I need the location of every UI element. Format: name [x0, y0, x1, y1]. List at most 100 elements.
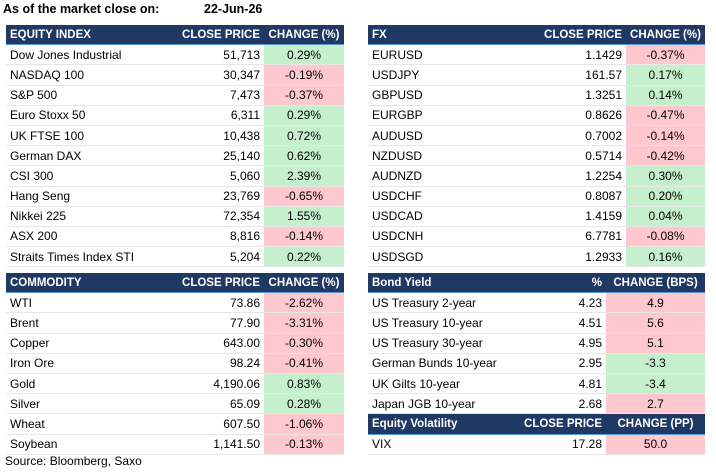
bond-price-cell: 2.95	[516, 353, 606, 374]
fx-name-cell: USDJPY	[368, 64, 516, 86]
equity-name-cell: CSI 300	[6, 165, 154, 187]
fx-price-cell: 6.7781	[516, 226, 626, 248]
fx-price-cell: 1.3251	[516, 85, 626, 106]
equity-col-price: CLOSE PRICE	[154, 25, 264, 46]
volatility-change-cell: 50.0	[606, 434, 705, 455]
fx-table: FX CLOSE PRICE CHANGE (%) EURUSD 1.1429 -0…	[368, 25, 705, 268]
fx-name-cell: USDCAD	[368, 206, 516, 227]
bond-yield-table: Bond Yield % CHANGE (BPS) US Treasury 2-…	[368, 273, 705, 455]
fx-price-cell: 161.57	[516, 64, 626, 86]
equity-name-cell: Dow Jones Industrial	[6, 44, 154, 66]
commodity-row: WTI 73.86 -2.62%	[6, 292, 344, 314]
fx-col-price: CLOSE PRICE	[516, 25, 626, 46]
bond-row: US Treasury 30-year 4.95 5.1	[368, 333, 705, 354]
commodity-price-cell: 73.86	[154, 292, 264, 314]
volatility-header-row: Equity Volatility CLOSE PRICE CHANGE (PP…	[368, 413, 705, 435]
equity-price-cell: 23,769	[154, 186, 264, 207]
fx-name-cell: USDSGD	[368, 246, 516, 268]
bond-price-cell: 2.68	[516, 393, 606, 415]
fx-row: NZDUSD 0.5714 -0.42%	[368, 145, 705, 167]
bond-price-cell: 4.95	[516, 333, 606, 354]
commodity-price-cell: 77.90	[154, 312, 264, 334]
commodity-name-cell: Wheat	[6, 413, 154, 435]
equity-row: Nikkei 225 72,354 1.55%	[6, 206, 344, 227]
commodity-name-cell: Iron Ore	[6, 353, 154, 374]
fx-change-cell: 0.16%	[626, 246, 705, 268]
bond-name-cell: German Bunds 10-year	[368, 353, 516, 374]
fx-row: AUDUSD 0.7002 -0.14%	[368, 125, 705, 147]
fx-change-cell: 0.20%	[626, 186, 705, 207]
volatility-price-cell: 17.28	[516, 434, 606, 455]
equity-change-cell: 0.29%	[264, 44, 344, 66]
fx-name-cell: AUDUSD	[368, 125, 516, 147]
volatility-col-name: Equity Volatility	[368, 413, 516, 435]
fx-price-cell: 0.7002	[516, 125, 626, 147]
equity-change-cell: -0.14%	[264, 226, 344, 248]
bond-col-name: Bond Yield	[368, 273, 516, 294]
bond-row: German Bunds 10-year 2.95 -3.3	[368, 353, 705, 374]
equity-row: S&P 500 7,473 -0.37%	[6, 85, 344, 106]
equity-name-cell: NASDAQ 100	[6, 64, 154, 86]
bond-row: UK Gilts 10-year 4.81 -3.4	[368, 373, 705, 395]
fx-col-name: FX	[368, 25, 516, 46]
commodity-change-cell: -1.06%	[264, 413, 344, 435]
equity-row: Straits Times Index STI 5,204 0.22%	[6, 246, 344, 268]
commodity-name-cell: Brent	[6, 312, 154, 334]
equity-name-cell: Euro Stoxx 50	[6, 105, 154, 126]
commodity-change-cell: -3.31%	[264, 312, 344, 334]
commodity-row: Brent 77.90 -3.31%	[6, 312, 344, 334]
equity-row: UK FTSE 100 10,438 0.72%	[6, 125, 344, 147]
fx-row: AUDNZD 1.2254 0.30%	[368, 165, 705, 187]
fx-name-cell: USDCHF	[368, 186, 516, 207]
commodity-name-cell: Soybean	[6, 434, 154, 455]
commodity-name-cell: Silver	[6, 393, 154, 415]
fx-row: GBPUSD 1.3251 0.14%	[368, 85, 705, 106]
fx-change-cell: 0.30%	[626, 165, 705, 187]
fx-row: EURGBP 0.8626 -0.47%	[368, 105, 705, 126]
commodity-header-row: COMMODITY CLOSE PRICE CHANGE (%)	[6, 273, 344, 294]
report-header: As of the market close on: 22-Jun-26	[3, 2, 262, 20]
commodity-price-cell: 643.00	[154, 333, 264, 354]
commodity-row: Wheat 607.50 -1.06%	[6, 413, 344, 435]
volatility-col-price: CLOSE PRICE	[516, 413, 606, 435]
bond-name-cell: US Treasury 2-year	[368, 292, 516, 314]
equity-price-cell: 72,354	[154, 206, 264, 227]
volatility-name-cell: VIX	[368, 434, 516, 455]
fx-row: USDSGD 1.2933 0.16%	[368, 246, 705, 268]
bond-change-cell: -3.3	[606, 353, 705, 374]
commodity-change-cell: -2.62%	[264, 292, 344, 314]
commodity-row: Copper 643.00 -0.30%	[6, 333, 344, 354]
bond-row: Japan JGB 10-year 2.68 2.7	[368, 393, 705, 415]
bond-change-cell: 4.9	[606, 292, 705, 314]
equity-price-cell: 25,140	[154, 145, 264, 167]
fx-row: USDCNH 6.7781 -0.08%	[368, 226, 705, 248]
bond-price-cell: 4.81	[516, 373, 606, 395]
fx-price-cell: 1.2254	[516, 165, 626, 187]
equity-price-cell: 30,347	[154, 64, 264, 86]
equity-row: CSI 300 5,060 2.39%	[6, 165, 344, 187]
bond-name-cell: UK Gilts 10-year	[368, 373, 516, 395]
commodity-price-cell: 607.50	[154, 413, 264, 435]
equity-change-cell: 0.72%	[264, 125, 344, 147]
equity-col-name: EQUITY INDEX	[6, 25, 154, 46]
fx-name-cell: GBPUSD	[368, 85, 516, 106]
equity-change-cell: 1.55%	[264, 206, 344, 227]
fx-price-cell: 1.4159	[516, 206, 626, 227]
fx-change-cell: 0.14%	[626, 85, 705, 106]
commodity-price-cell: 98.24	[154, 353, 264, 374]
commodity-row: Silver 65.09 0.28%	[6, 393, 344, 415]
commodity-change-cell: 0.28%	[264, 393, 344, 415]
equity-name-cell: Straits Times Index STI	[6, 246, 154, 268]
equity-row: Dow Jones Industrial 51,713 0.29%	[6, 44, 344, 66]
fx-change-cell: -0.42%	[626, 145, 705, 167]
fx-name-cell: AUDNZD	[368, 165, 516, 187]
commodity-price-cell: 65.09	[154, 393, 264, 415]
equity-col-change: CHANGE (%)	[264, 25, 344, 46]
commodity-col-change: CHANGE (%)	[264, 273, 344, 294]
commodity-name-cell: WTI	[6, 292, 154, 314]
equity-price-cell: 5,204	[154, 246, 264, 268]
commodity-row: Iron Ore 98.24 -0.41%	[6, 353, 344, 374]
report-title: As of the market close on:	[3, 2, 160, 16]
equity-row: ASX 200 8,816 -0.14%	[6, 226, 344, 248]
equity-name-cell: German DAX	[6, 145, 154, 167]
